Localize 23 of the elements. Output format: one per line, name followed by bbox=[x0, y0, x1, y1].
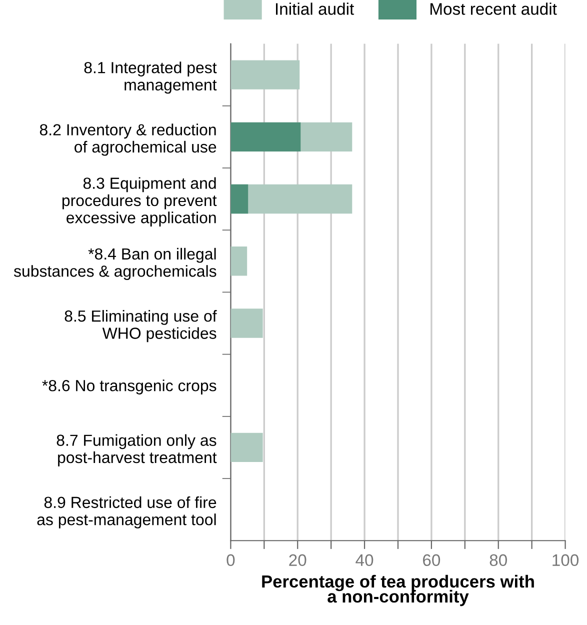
bar bbox=[230, 122, 301, 152]
y-tick-label: *8.4 Ban on illegal substances & agrochemicals bbox=[14, 248, 216, 280]
y-tick-label: *8.6 No transgenic crops bbox=[42, 380, 216, 394]
bar bbox=[230, 60, 300, 90]
x-tick-label: 0 bbox=[226, 554, 235, 566]
bar bbox=[230, 246, 248, 276]
y-tick-label: 8.9 Restricted use of fire as pest-management tool bbox=[37, 496, 216, 528]
x-tick-label: 80 bbox=[490, 554, 507, 566]
y-tick-label: 8.3 Equipment and procedures to prevent excessive application bbox=[62, 177, 217, 226]
legend-label: Most recent audit bbox=[430, 2, 557, 15]
y-tick-label: 8.5 Eliminating use of WHO pesticides bbox=[64, 310, 217, 342]
x-axis-title: Percentage of tea producers with a non-conformity bbox=[262, 574, 534, 606]
y-tick-label: 8.1 Integrated pest management bbox=[84, 62, 217, 94]
y-tick-label: 8.2 Inventory & reduction of agrochemical use bbox=[40, 124, 216, 156]
bar bbox=[230, 184, 248, 214]
x-tick-label: 40 bbox=[356, 554, 374, 566]
bar bbox=[230, 308, 263, 338]
x-tick-label: 100 bbox=[552, 554, 579, 566]
x-tick-label: 60 bbox=[423, 554, 440, 566]
x-tick-label: 20 bbox=[289, 554, 306, 566]
y-tick-label: 8.7 Fumigation only as post-harvest treatment bbox=[56, 434, 217, 466]
bar bbox=[230, 432, 263, 462]
legend-label: Initial audit bbox=[276, 2, 354, 15]
